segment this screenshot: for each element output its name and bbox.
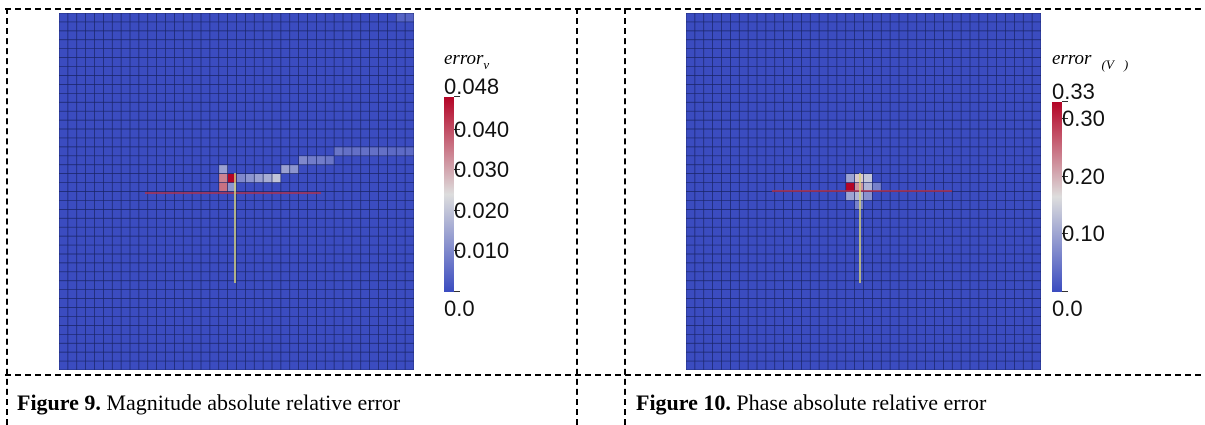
figure-9-colorbar: [444, 97, 454, 292]
heatmap-cell: [227, 173, 237, 183]
heatmap-cell: [307, 155, 317, 165]
heatmap-cell: [396, 13, 406, 22]
heatmap-cell: [218, 182, 228, 192]
table-left-border: [6, 8, 8, 425]
figure-10-colorbar: [1052, 102, 1062, 292]
colorbar-tick-label: 0.048: [444, 74, 500, 99]
heatmap-cell: [387, 146, 397, 156]
colorbar-tick: [1062, 101, 1068, 102]
heatmap-cell: [396, 146, 406, 156]
heatmap-cell: [845, 191, 855, 201]
colorbar-tick: [1062, 291, 1068, 292]
heatmap-cell: [405, 146, 414, 156]
figure-9-legend-title: errorv: [444, 48, 489, 73]
heatmap-cell: [263, 173, 272, 183]
heatmap-cell: [863, 173, 873, 183]
legend-title-text: error: [444, 48, 484, 69]
colorbar-tick-label: 0.010: [454, 238, 510, 264]
heatmap-cell: [351, 146, 361, 156]
figure-9-heatmap-svg: [59, 13, 414, 370]
heatmap-cell: [218, 164, 228, 174]
colorbar-tick-label: 0.0: [444, 296, 475, 321]
colorbar-tick-label: 0.10: [1062, 221, 1105, 247]
colorbar-tick-label: 0.33: [1052, 79, 1095, 104]
colorbar-tick-label: 0.020: [454, 197, 510, 223]
heatmap-cell: [245, 173, 255, 183]
heatmap-cell: [254, 173, 264, 183]
table-column-divider-a: [576, 8, 578, 425]
table-caption-divider: [5, 374, 1201, 376]
figure-10-caption: Figure 10. Phase absolute relative error: [636, 390, 986, 416]
heatmap-cell: [298, 155, 308, 165]
colorbar-tick: [1062, 233, 1068, 235]
figure-9-heatmap: [59, 13, 414, 370]
heatmap-cell: [863, 182, 873, 192]
heatmap-cell: [845, 182, 855, 192]
table-column-divider-b: [624, 8, 626, 425]
heatmap-cell: [218, 173, 228, 183]
heatmap-cell: [316, 155, 326, 165]
colorbar-tick-label: 0.20: [1062, 163, 1105, 189]
colorbar-tick: [454, 128, 460, 130]
table-top-border: [5, 8, 1201, 10]
heatmap-cell: [872, 182, 882, 192]
colorbar-tick-label: 0.30: [1062, 106, 1105, 132]
colorbar-tick-label: 0.040: [454, 116, 510, 142]
heatmap-cell: [369, 146, 379, 156]
colorbar-tick: [454, 209, 460, 211]
figure-10-caption-label: Figure 10.: [636, 390, 731, 415]
heatmap-cell: [854, 200, 864, 210]
heatmap-cell: [854, 191, 864, 201]
heatmap-cell: [236, 173, 246, 183]
colorbar-tick: [1062, 175, 1068, 177]
figure-10-heatmap-svg: [686, 13, 1041, 370]
colorbar-tick: [1062, 118, 1068, 120]
legend-title-text: error: [1052, 48, 1092, 69]
figure-10-heatmap: [686, 13, 1041, 370]
legend-title-subscript: ∢(V⃗): [1091, 56, 1129, 72]
heatmap-cell: [343, 146, 352, 156]
legend-title-subscript: v: [483, 56, 490, 72]
colorbar-tick: [454, 96, 460, 97]
colorbar-tick-label: 0.0: [1052, 296, 1083, 321]
figure-9-caption-text: Magnitude absolute relative error: [100, 390, 401, 415]
heatmap-cell: [325, 155, 335, 165]
figure-10-caption-text: Phase absolute relative error: [730, 390, 987, 415]
heatmap-cell: [378, 146, 388, 156]
colorbar-tick: [454, 169, 460, 171]
heatmap-cell: [227, 182, 237, 192]
heatmap-cell: [334, 146, 343, 156]
heatmap-cell: [854, 182, 864, 192]
heatmap-cell: [289, 164, 299, 174]
colorbar-tick: [454, 250, 460, 252]
figure-9-caption: Figure 9. Magnitude absolute relative er…: [17, 390, 400, 416]
heatmap-cell: [280, 164, 290, 174]
heatmap-cell: [854, 173, 864, 183]
heatmap-cell: [272, 173, 281, 183]
heatmap-grid: [59, 13, 414, 370]
figure-10-legend-title: error∢(V⃗): [1052, 48, 1128, 73]
colorbar-tick: [454, 291, 460, 292]
colorbar-tick-label: 0.030: [454, 157, 510, 183]
heatmap-cell: [405, 13, 414, 22]
heatmap-cell: [863, 191, 873, 201]
figure-9-caption-label: Figure 9.: [17, 390, 101, 415]
heatmap-cell: [360, 146, 370, 156]
heatmap-cell: [845, 173, 855, 183]
